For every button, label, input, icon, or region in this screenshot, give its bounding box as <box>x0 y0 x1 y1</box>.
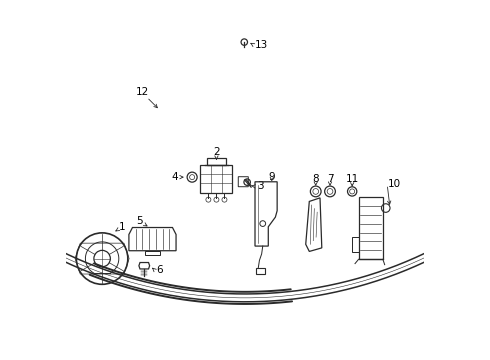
Text: 4: 4 <box>171 172 178 182</box>
Text: 12: 12 <box>136 87 149 98</box>
Text: 5: 5 <box>136 216 143 226</box>
Text: 9: 9 <box>269 172 275 182</box>
Text: 7: 7 <box>327 174 333 184</box>
Text: 3: 3 <box>257 181 264 191</box>
Text: 13: 13 <box>255 40 268 50</box>
Text: 8: 8 <box>313 174 319 184</box>
Text: 2: 2 <box>213 147 220 157</box>
Text: 11: 11 <box>345 174 359 184</box>
Text: 1: 1 <box>119 222 126 232</box>
Text: 6: 6 <box>156 265 163 275</box>
Text: 10: 10 <box>388 179 401 189</box>
